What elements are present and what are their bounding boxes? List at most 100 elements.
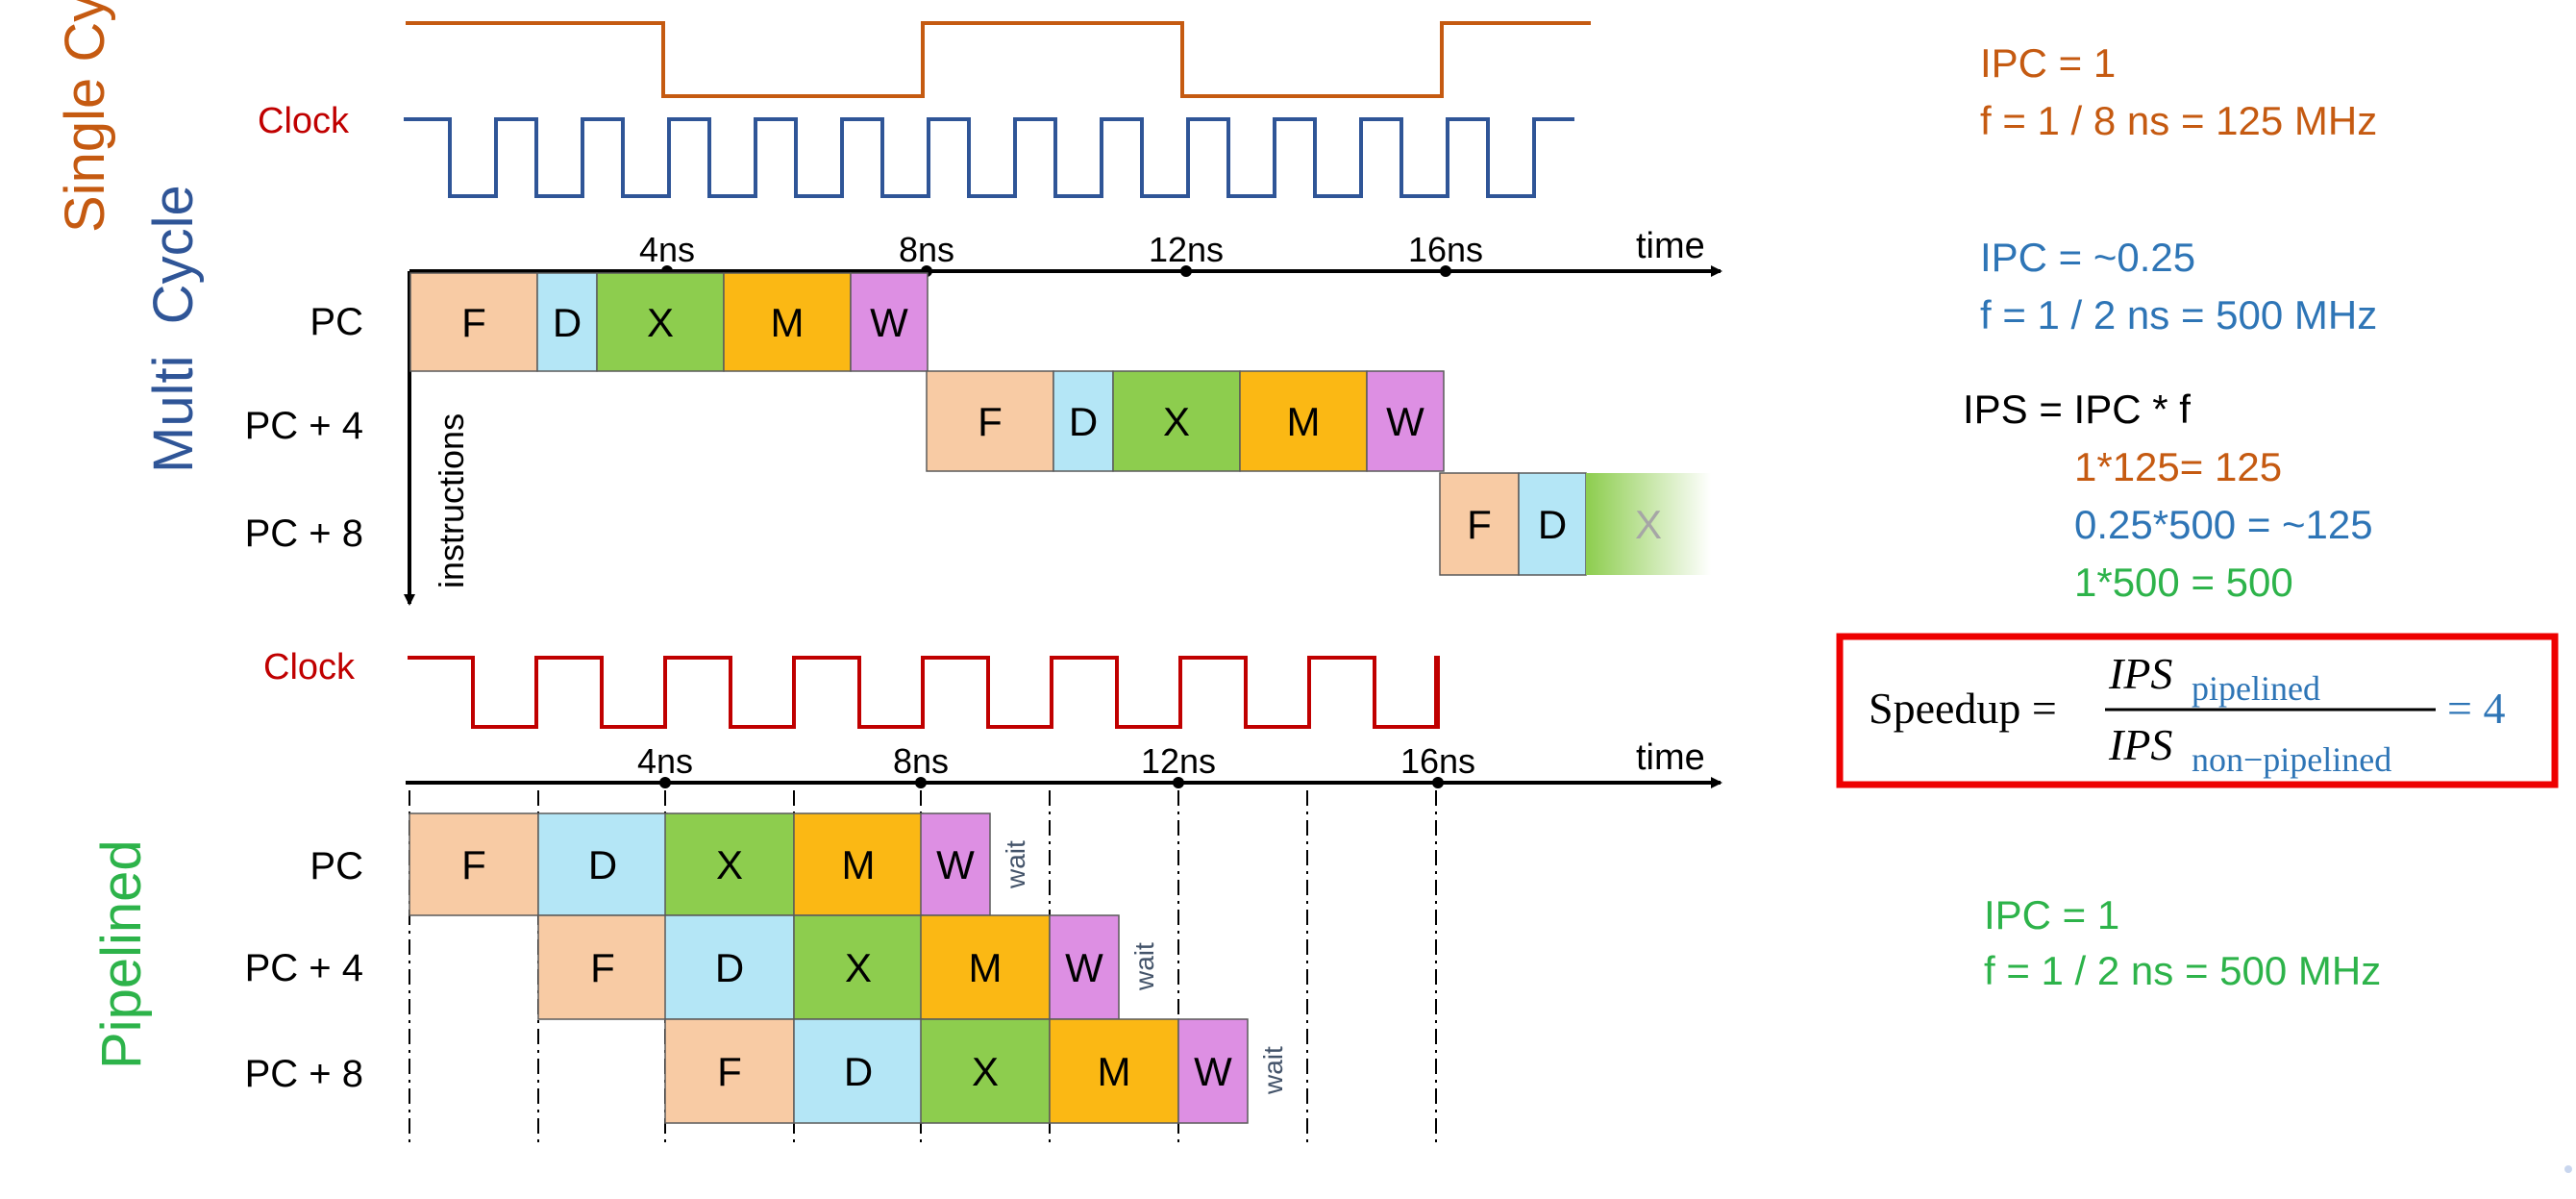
stage-label-W: W xyxy=(936,842,975,887)
stage-box-X xyxy=(1112,370,1241,472)
stage-label-W: W xyxy=(1386,399,1424,444)
speedup-den-sub: non−pipelined xyxy=(2192,740,2391,779)
stage-box-X xyxy=(920,1018,1051,1124)
speedup-box xyxy=(1836,633,2559,788)
pipelined-clock-wave xyxy=(408,656,1440,729)
corner-dot xyxy=(2564,1165,2572,1173)
speedup-num-sub: pipelined xyxy=(2192,669,2320,708)
stage-box-D xyxy=(793,1018,924,1124)
stage-box-F xyxy=(1439,472,1520,576)
stage-label-X: X xyxy=(647,300,674,345)
top-instr-label-pc8: PC + 8 xyxy=(245,512,363,555)
stage-label-W: W xyxy=(1194,1049,1232,1094)
single-cycle-clock-wave xyxy=(406,21,1591,98)
ips-pipe-text: 1*500 = 500 xyxy=(2074,560,2293,605)
ips-single-text: 1*125= 125 xyxy=(2074,444,2282,489)
wait-label: wait xyxy=(1001,840,1030,889)
stage-label-M: M xyxy=(771,300,805,345)
stage-box-F xyxy=(409,272,538,372)
bottom-time-label: time xyxy=(1636,737,1705,778)
wait-label: wait xyxy=(1258,1046,1288,1095)
multi-cycle-stage-boxes: F D X M W F D X M W F D X xyxy=(409,272,1711,576)
stage-box-X xyxy=(596,272,725,372)
stage-label-M: M xyxy=(1287,399,1321,444)
top-instr-label-pc: PC xyxy=(310,301,363,343)
speedup-denominator: IPS non−pipelined xyxy=(2108,720,2391,779)
top-instr-label-pc4: PC + 4 xyxy=(245,405,363,447)
speedup-lhs: Speedup = xyxy=(1869,684,2057,733)
stage-label-X: X xyxy=(972,1049,999,1094)
multi-cycle-side-label: Multi Cycle xyxy=(142,185,205,473)
top-tick-label: 12ns xyxy=(1149,230,1224,269)
ips-multi-text: 0.25*500 = ~125 xyxy=(2074,502,2373,547)
stage-box-X-fading xyxy=(1586,473,1711,575)
stage-label-D: D xyxy=(715,945,744,990)
bottom-instr-label-pc4: PC + 4 xyxy=(245,947,363,989)
multi-freq-text: f = 1 / 2 ns = 500 MHz xyxy=(1980,292,2377,337)
speedup-den-base: IPS xyxy=(2108,720,2172,769)
stage-label-D: D xyxy=(844,1049,873,1094)
top-tick-label: 4ns xyxy=(639,230,695,269)
single-cycle-side-label: Single Cycle xyxy=(54,0,116,233)
bottom-instr-label-pc: PC xyxy=(310,845,363,887)
top-tick-label: 16ns xyxy=(1408,230,1483,269)
multi-clock-path xyxy=(404,117,1574,198)
stage-label-X: X xyxy=(845,945,872,990)
wait-label: wait xyxy=(1129,942,1159,991)
stage-label-F: F xyxy=(461,300,486,345)
top-clock-label: Clock xyxy=(258,101,350,141)
stage-box-M xyxy=(920,914,1051,1020)
stage-box-D xyxy=(1518,472,1587,576)
stage-label-F: F xyxy=(978,399,1003,444)
bottom-tick-label: 16ns xyxy=(1400,741,1475,781)
bottom-tick-dot xyxy=(1432,777,1444,788)
pipe-ipc-text: IPC = 1 xyxy=(1984,892,2119,937)
pipelined-side-label: Pipelined xyxy=(90,839,153,1069)
bottom-tick-dot xyxy=(659,777,671,788)
stage-box-W xyxy=(1177,1018,1249,1124)
stage-box-D xyxy=(664,914,795,1020)
stage-box-D xyxy=(536,272,598,372)
bottom-clock-label: Clock xyxy=(263,647,356,687)
stage-label-M: M xyxy=(1098,1049,1131,1094)
stage-box-F xyxy=(409,812,539,916)
stage-label-F: F xyxy=(461,842,486,887)
stage-box-M xyxy=(1049,1018,1179,1124)
bottom-tick-label: 12ns xyxy=(1141,741,1216,781)
single-ipc-text: IPC = 1 xyxy=(1980,40,2116,86)
bottom-tick-group: 4ns 8ns 12ns 16ns xyxy=(637,741,1475,788)
top-tick-group: 4ns 8ns 12ns 16ns xyxy=(639,230,1483,277)
multi-ipc-text: IPC = ~0.25 xyxy=(1980,235,2195,280)
stage-box-F xyxy=(537,914,668,1020)
top-tick-dot xyxy=(1180,265,1192,277)
top-tick-dot xyxy=(1440,265,1451,277)
bottom-tick-label: 4ns xyxy=(637,741,693,781)
stage-label-X: X xyxy=(716,842,743,887)
speedup-num-base: IPS xyxy=(2108,649,2172,698)
multi-cycle-clock-wave xyxy=(404,117,1574,198)
stage-label-W: W xyxy=(1065,945,1103,990)
top-tick-label: 8ns xyxy=(899,230,954,269)
stage-box-M xyxy=(1239,370,1368,472)
stage-label-D: D xyxy=(1538,502,1567,547)
stage-label-F: F xyxy=(717,1049,742,1094)
stage-box-W xyxy=(850,272,929,372)
top-time-label: time xyxy=(1636,226,1705,266)
stage-box-W xyxy=(920,812,991,916)
stage-label-D: D xyxy=(1069,399,1098,444)
bottom-tick-dot xyxy=(1173,777,1184,788)
stage-label-W: W xyxy=(870,300,908,345)
stage-label-X-fading: X xyxy=(1635,502,1662,547)
stage-label-M: M xyxy=(969,945,1003,990)
stage-label-F: F xyxy=(1467,502,1492,547)
bottom-instr-label-pc8: PC + 8 xyxy=(245,1053,363,1095)
pipe-freq-text: f = 1 / 2 ns = 500 MHz xyxy=(1984,948,2381,993)
pipe-clock-path xyxy=(408,656,1440,729)
stage-label-X: X xyxy=(1163,399,1190,444)
stage-label-M: M xyxy=(842,842,876,887)
speedup-rhs: = 4 xyxy=(2447,684,2505,733)
single-freq-text: f = 1 / 8 ns = 125 MHz xyxy=(1980,98,2377,143)
stage-box-M xyxy=(723,272,852,372)
